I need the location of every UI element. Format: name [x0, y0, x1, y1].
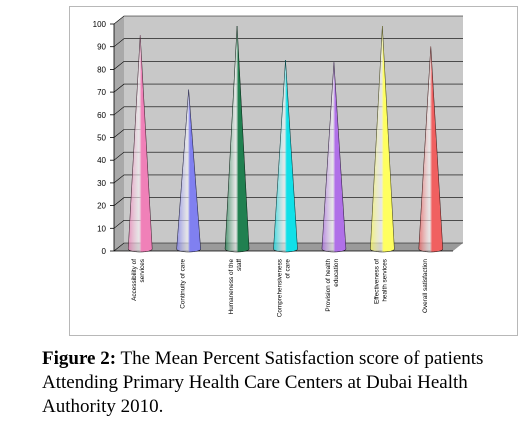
y-tick-label: 40 — [97, 156, 106, 165]
chart-frame: 0 10 20 30 40 50 60 70 80 90 100 Accessibility ofs… — [69, 6, 518, 336]
y-tick-label: 100 — [93, 20, 107, 29]
cone-6 — [370, 25, 395, 253]
cone-edge — [273, 60, 298, 250]
figure-caption: Figure 2: The Mean Percent Satisfaction … — [42, 347, 522, 419]
caption-label: Figure 2: — [42, 348, 117, 369]
category-label-line: Comprehensiveness — [277, 259, 284, 317]
cone-edge — [128, 35, 153, 250]
cone-edge — [418, 46, 443, 250]
y-tick-label: 50 — [97, 134, 106, 143]
cone-edge — [176, 89, 201, 250]
category-label: Accessibility ofservices — [131, 259, 146, 301]
cone-body — [224, 25, 250, 253]
gridline — [113, 83, 463, 93]
cone-2 — [176, 89, 201, 253]
gridline — [113, 38, 463, 47]
category-label-line: Accessibility of — [131, 259, 138, 301]
gridline — [113, 61, 463, 70]
category-label-line: staff — [236, 259, 243, 271]
y-tick-label: 0 — [102, 247, 107, 256]
category-label: Provision of healtheducation — [325, 259, 340, 312]
gridline — [113, 242, 463, 252]
category-label-line: services — [139, 259, 146, 282]
category-label-line: education — [333, 259, 340, 287]
gridline — [113, 174, 463, 184]
gridline — [113, 15, 463, 25]
y-tick-label: 70 — [97, 88, 106, 97]
y-tick-label: 30 — [97, 179, 106, 188]
cone-body — [418, 46, 444, 253]
cone-body — [273, 60, 298, 253]
category-label: Comprehensivenessof care — [277, 259, 292, 318]
y-tick-label: 80 — [97, 65, 106, 74]
category-label-line: Effectiveness of — [373, 259, 380, 304]
cone-edge — [370, 25, 395, 250]
gridline — [113, 220, 463, 229]
category-label: Humaneness of thestaff — [228, 259, 243, 315]
y-tick-label: 90 — [97, 43, 106, 52]
cone-body — [176, 89, 201, 253]
cone-edge — [321, 62, 347, 250]
category-label-line: Continuity of care — [180, 259, 187, 309]
gridline — [113, 151, 463, 161]
y-tick-label: 20 — [97, 202, 106, 211]
gridline — [113, 129, 463, 138]
cone-edge — [224, 25, 250, 250]
cone-1 — [127, 35, 153, 253]
category-label-line: Humaneness of the — [228, 259, 235, 315]
gridline — [113, 106, 463, 116]
y-tick-label: 60 — [97, 111, 106, 120]
cone-5 — [321, 62, 347, 253]
cone-7 — [418, 46, 444, 253]
category-label-line: Overall satisfaction — [422, 259, 429, 313]
gridline — [113, 197, 463, 206]
category-label-line: Provision of health — [325, 259, 332, 312]
cone-4 — [273, 60, 298, 253]
cone-body — [127, 35, 153, 253]
cone-body — [321, 62, 347, 253]
category-label: Continuity of care — [180, 259, 187, 309]
cone-3 — [224, 25, 250, 253]
caption-text: The Mean Percent Satisfaction score of p… — [42, 348, 484, 417]
category-label: Overall satisfaction — [422, 259, 429, 313]
y-tick-label: 10 — [97, 224, 106, 233]
category-label-line: health services — [381, 259, 388, 302]
category-label-line: of care — [285, 259, 292, 279]
cone-body — [370, 25, 395, 253]
category-label: Effectiveness ofhealth services — [373, 259, 388, 304]
